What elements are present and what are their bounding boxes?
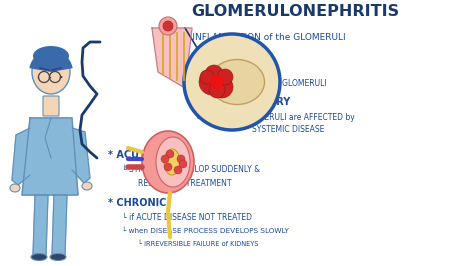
Text: * PRIMARY: * PRIMARY: [215, 63, 273, 73]
Circle shape: [205, 65, 223, 83]
Circle shape: [179, 160, 187, 168]
Polygon shape: [33, 195, 48, 255]
Polygon shape: [52, 195, 67, 255]
Ellipse shape: [10, 184, 20, 192]
Circle shape: [166, 150, 174, 158]
Circle shape: [211, 76, 233, 98]
Text: * ACUTE: * ACUTE: [108, 150, 152, 160]
Text: └ if ACUTE DISEASE NOT TREATED: └ if ACUTE DISEASE NOT TREATED: [122, 214, 252, 222]
Polygon shape: [152, 28, 192, 88]
Circle shape: [174, 166, 182, 174]
Ellipse shape: [156, 137, 190, 187]
Polygon shape: [12, 128, 30, 185]
Wedge shape: [29, 50, 73, 72]
Ellipse shape: [210, 60, 264, 105]
Circle shape: [199, 69, 225, 95]
Circle shape: [200, 70, 214, 84]
Text: SYSTEMIC DISEASE: SYSTEMIC DISEASE: [252, 126, 324, 135]
Text: * INFLAMMATION of the GLOMERULI: * INFLAMMATION of the GLOMERULI: [185, 34, 346, 43]
Text: * CHRONIC: * CHRONIC: [108, 198, 166, 208]
Circle shape: [209, 82, 225, 98]
Circle shape: [159, 17, 177, 35]
Text: └ when DISEASE PROCESS DEVELOPS SLOWLY: └ when DISEASE PROCESS DEVELOPS SLOWLY: [122, 228, 289, 234]
Text: * SECONDARY: * SECONDARY: [215, 97, 290, 107]
FancyBboxPatch shape: [43, 96, 59, 116]
Text: └ SYMPTOMS DEVELOP SUDDENLY &: └ SYMPTOMS DEVELOP SUDDENLY &: [122, 165, 260, 174]
Circle shape: [163, 21, 173, 31]
Circle shape: [217, 69, 233, 85]
Ellipse shape: [142, 131, 194, 193]
Circle shape: [177, 155, 185, 163]
Ellipse shape: [32, 50, 70, 94]
Ellipse shape: [82, 182, 92, 190]
Ellipse shape: [164, 149, 180, 175]
Polygon shape: [72, 128, 90, 183]
Text: └ GLOMERULI are AFFECTED by: └ GLOMERULI are AFFECTED by: [235, 112, 355, 122]
Text: GLOMERULONEPHRITIS: GLOMERULONEPHRITIS: [191, 5, 399, 19]
Ellipse shape: [50, 253, 66, 260]
Polygon shape: [22, 118, 78, 195]
Circle shape: [184, 34, 280, 130]
Circle shape: [161, 155, 169, 163]
Text: └ IRREVERSIBLE FAILURE of KIDNEYS: └ IRREVERSIBLE FAILURE of KIDNEYS: [138, 241, 258, 247]
Text: RESOLVE w/ TREATMENT: RESOLVE w/ TREATMENT: [138, 178, 231, 188]
Circle shape: [164, 163, 172, 171]
Text: └ STARTS in GLOMERULI: └ STARTS in GLOMERULI: [235, 78, 327, 88]
Ellipse shape: [33, 46, 69, 66]
Ellipse shape: [31, 253, 47, 260]
Circle shape: [210, 75, 224, 89]
